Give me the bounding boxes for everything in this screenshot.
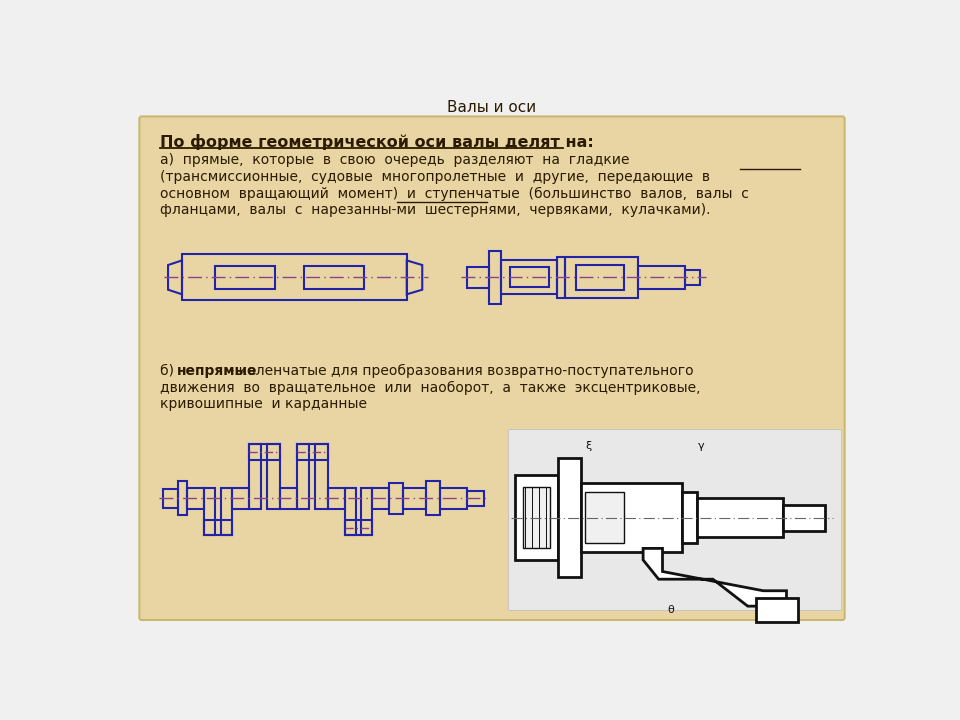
Bar xyxy=(345,520,372,535)
Text: а)  прямые,  которые  в  свою  очередь  разделяют  на  гладкие: а) прямые, которые в свою очередь раздел… xyxy=(160,153,630,166)
Bar xyxy=(508,429,841,610)
Bar xyxy=(327,487,345,509)
Bar xyxy=(297,444,309,509)
Bar xyxy=(315,444,327,509)
Bar xyxy=(426,482,440,516)
Bar xyxy=(231,487,249,509)
Bar xyxy=(179,482,187,516)
Bar xyxy=(204,520,231,535)
Bar xyxy=(221,487,231,535)
Bar xyxy=(249,444,261,509)
Text: θ: θ xyxy=(667,605,674,615)
Bar xyxy=(204,487,215,535)
Bar xyxy=(389,483,403,514)
Text: Валы и оси: Валы и оси xyxy=(447,100,537,115)
Bar xyxy=(361,487,372,535)
Bar xyxy=(638,266,685,289)
Text: фланцами,  валы  с  нарезанны-ми  шестернями,  червяками,  кулачками).: фланцами, валы с нарезанны-ми шестернями… xyxy=(160,204,710,217)
Bar xyxy=(303,266,364,289)
Bar xyxy=(182,254,407,300)
Text: непрямые: непрямые xyxy=(178,364,258,377)
Bar xyxy=(345,487,355,535)
FancyBboxPatch shape xyxy=(139,117,845,620)
Bar xyxy=(162,489,179,508)
Bar xyxy=(440,487,468,509)
Bar xyxy=(510,267,548,287)
Bar xyxy=(576,265,624,289)
Bar xyxy=(682,492,697,543)
Bar xyxy=(756,598,798,621)
Bar xyxy=(564,256,638,298)
Text: (трансмиссионные,  судовые  многопролетные  и  другие,  передающие  в: (трансмиссионные, судовые многопролетные… xyxy=(160,169,710,184)
Bar xyxy=(557,256,564,298)
Bar xyxy=(581,483,682,552)
Bar xyxy=(523,487,550,549)
Text: б): б) xyxy=(160,364,179,377)
Polygon shape xyxy=(643,549,786,606)
Bar xyxy=(782,505,826,531)
Bar xyxy=(468,490,484,506)
Bar xyxy=(403,487,426,509)
Bar xyxy=(372,487,389,509)
Bar xyxy=(489,251,501,304)
Bar xyxy=(685,270,701,285)
Text: - коленчатые для преобразования возвратно-поступательного: - коленчатые для преобразования возвратн… xyxy=(226,364,694,378)
Text: γ: γ xyxy=(698,441,705,451)
Bar xyxy=(187,487,204,509)
Bar xyxy=(249,444,279,460)
Text: движения  во  вращательное  или  наоборот,  а  также  эксцентриковые,: движения во вращательное или наоборот, а… xyxy=(160,381,701,395)
Bar xyxy=(214,266,275,289)
Bar xyxy=(297,444,327,460)
Text: ξ: ξ xyxy=(586,441,592,451)
Bar xyxy=(279,487,297,509)
Text: кривошипные  и карданные: кривошипные и карданные xyxy=(160,397,368,411)
Text: основном  вращающий  момент)  и  ступенчатые  (большинство  валов,  валы  с: основном вращающий момент) и ступенчатые… xyxy=(160,186,749,201)
Bar xyxy=(468,266,489,288)
Bar xyxy=(267,444,279,509)
Bar xyxy=(585,492,624,543)
Bar xyxy=(501,261,557,294)
Bar xyxy=(516,475,558,560)
Bar xyxy=(697,498,782,537)
Text: По форме геометрической оси валы делят на:: По форме геометрической оси валы делят н… xyxy=(160,134,594,150)
Bar xyxy=(558,459,581,577)
